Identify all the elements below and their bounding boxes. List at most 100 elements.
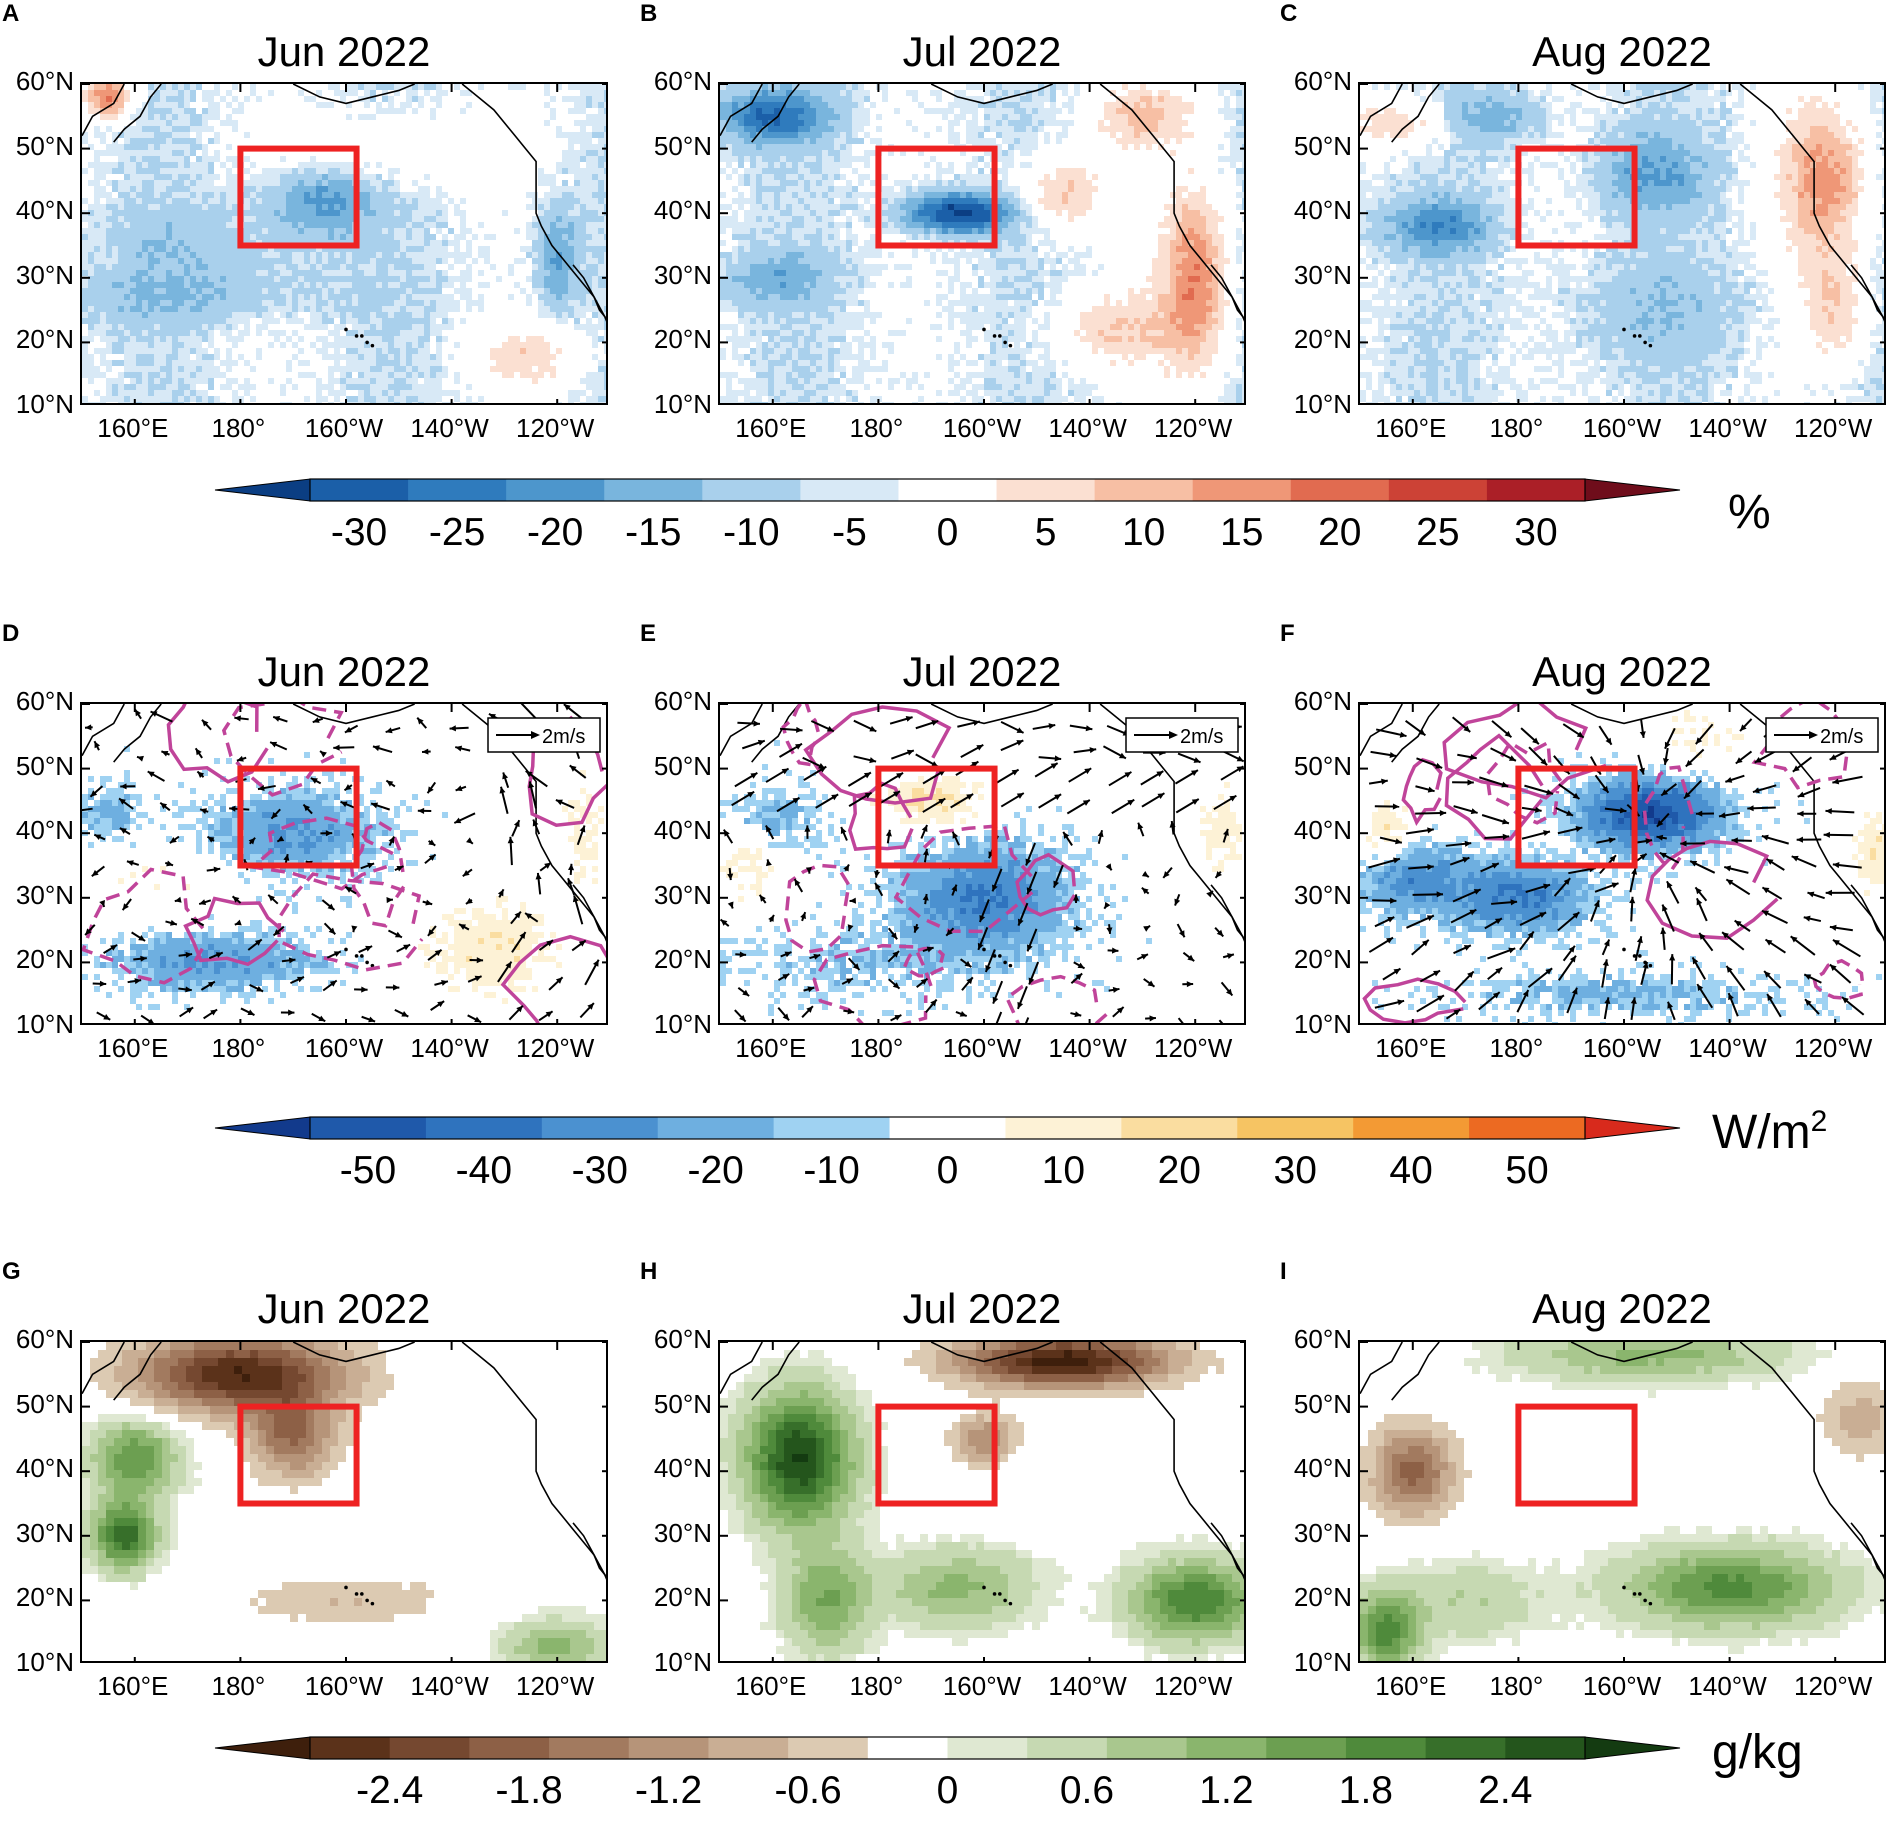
wind-vector bbox=[1069, 724, 1093, 732]
wind-vector bbox=[1639, 719, 1646, 739]
latitude-label: 20°N bbox=[2, 1582, 74, 1613]
wind-vector bbox=[720, 918, 730, 927]
wind-vector bbox=[343, 784, 353, 792]
longitude-label: 140°W bbox=[1673, 1033, 1783, 1064]
wind-vector bbox=[196, 770, 205, 778]
wind-vector bbox=[959, 958, 972, 968]
wind-vector bbox=[853, 755, 877, 764]
wind-vector bbox=[1519, 930, 1535, 951]
anomaly-contour bbox=[1004, 974, 1111, 1023]
wind-vector bbox=[1028, 961, 1040, 985]
anomaly-field bbox=[1360, 1342, 1884, 1661]
wind-vector bbox=[290, 976, 305, 985]
wind-vector bbox=[1764, 938, 1786, 954]
island bbox=[1648, 963, 1653, 968]
longitude-label: 140°W bbox=[395, 1033, 505, 1064]
wind-vector bbox=[1068, 767, 1092, 783]
panel-title: Aug 2022 bbox=[1358, 28, 1886, 76]
island bbox=[1622, 947, 1626, 952]
longitude-label: 180° bbox=[1461, 1033, 1571, 1064]
island bbox=[1008, 1601, 1013, 1606]
wind-vector bbox=[133, 955, 147, 962]
wind-vector bbox=[497, 961, 513, 983]
island bbox=[344, 947, 348, 952]
colorbar-unit: g/kg bbox=[1712, 1725, 1803, 1780]
wind-vector bbox=[1761, 834, 1789, 845]
map-panel-h bbox=[718, 1340, 1246, 1663]
wind-vector bbox=[1052, 864, 1064, 889]
longitude-label: 180° bbox=[821, 1033, 931, 1064]
colorbar-extend-high bbox=[1584, 1736, 1681, 1760]
wind-vector bbox=[951, 831, 960, 846]
wind-vector bbox=[584, 959, 600, 986]
longitude-label: 120°W bbox=[500, 1671, 610, 1702]
wind-vector bbox=[1450, 908, 1477, 924]
wind-vector bbox=[977, 927, 989, 951]
wind-vector bbox=[555, 798, 575, 809]
wind-vector bbox=[82, 807, 93, 812]
wind-vector bbox=[1449, 856, 1470, 866]
wind-vector bbox=[388, 836, 396, 847]
vector-legend: 2m/s bbox=[1125, 717, 1239, 753]
wind-vector bbox=[1557, 955, 1577, 981]
wind-vector bbox=[1594, 774, 1610, 794]
wind-vector bbox=[978, 899, 990, 923]
wind-vector bbox=[916, 977, 929, 988]
colorbar-extend-high bbox=[1584, 1116, 1681, 1140]
wind-vector bbox=[206, 835, 215, 843]
latitude-label: 10°N bbox=[640, 1009, 712, 1040]
longitude-label: 140°W bbox=[1033, 1671, 1143, 1702]
wind-vector bbox=[1162, 866, 1173, 879]
wind-vector bbox=[312, 717, 324, 724]
longitude-label: 180° bbox=[821, 1671, 931, 1702]
colorbar-segment bbox=[1005, 1117, 1122, 1139]
wind-vector bbox=[240, 1007, 255, 1016]
wind-vector bbox=[126, 860, 140, 867]
coastline bbox=[461, 84, 606, 320]
latitude-label: 40°N bbox=[1280, 815, 1352, 846]
wind-vector bbox=[96, 1011, 111, 1021]
study-region-box bbox=[1515, 1403, 1638, 1507]
wind-vector bbox=[358, 945, 373, 954]
wind-vector bbox=[199, 808, 209, 815]
axis-ticks bbox=[1360, 1342, 1884, 1661]
longitude-label: 160°E bbox=[78, 1671, 188, 1702]
colorbar-tick-label: -30 bbox=[304, 511, 414, 555]
wind-vector bbox=[1747, 805, 1776, 812]
colorbar-tick-label: -1.2 bbox=[614, 1769, 724, 1813]
wind-vector bbox=[1766, 858, 1785, 871]
island bbox=[1003, 960, 1007, 965]
anomaly-contour bbox=[902, 946, 946, 978]
wind-vector bbox=[1634, 936, 1643, 962]
wind-vector bbox=[1734, 919, 1751, 932]
wind-vector bbox=[467, 975, 482, 983]
wind-vector bbox=[1594, 882, 1619, 893]
colorbar-segment bbox=[425, 1117, 543, 1139]
longitude-label: 160°E bbox=[1356, 413, 1466, 444]
wind-vector bbox=[1490, 747, 1517, 762]
wind-vector bbox=[280, 1009, 295, 1016]
wind-vector bbox=[1727, 992, 1739, 1017]
wind-vector bbox=[1034, 762, 1059, 778]
study-region-box bbox=[237, 145, 360, 249]
wind-vector bbox=[190, 917, 205, 927]
latitude-label: 60°N bbox=[2, 1324, 74, 1355]
island bbox=[1008, 963, 1013, 968]
island bbox=[1622, 1585, 1626, 1590]
coastline bbox=[751, 704, 800, 763]
anomaly-field bbox=[1360, 84, 1884, 403]
wind-vector bbox=[416, 717, 428, 729]
wind-vector bbox=[920, 824, 928, 839]
wind-vector bbox=[1222, 828, 1229, 843]
wind-vector bbox=[539, 861, 552, 872]
colorbar-tick-label: 15 bbox=[1187, 511, 1297, 555]
coastline bbox=[572, 264, 606, 322]
coastline bbox=[1391, 84, 1440, 143]
colorbar-segment bbox=[708, 1737, 789, 1759]
longitude-label: 120°W bbox=[500, 413, 610, 444]
latitude-label: 50°N bbox=[1280, 131, 1352, 162]
wind-vector bbox=[1107, 947, 1119, 954]
wind-vector bbox=[768, 914, 775, 923]
anomaly-contour bbox=[1362, 977, 1467, 1023]
latitude-label: 10°N bbox=[2, 1009, 74, 1040]
